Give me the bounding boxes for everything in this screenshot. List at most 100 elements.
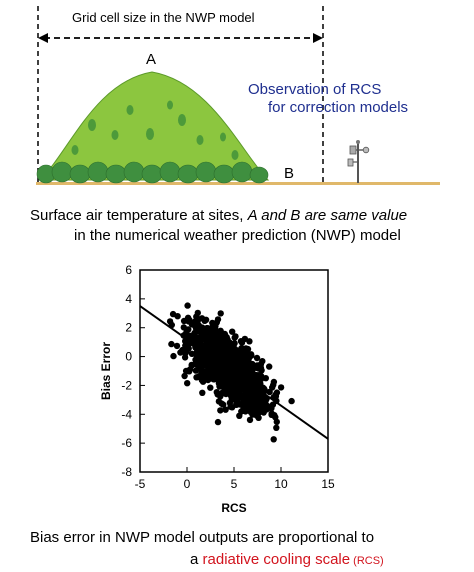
- scatter-point: [263, 405, 270, 412]
- scatter-point: [238, 339, 246, 346]
- scatter-point: [230, 385, 238, 393]
- scatter-point: [212, 345, 219, 352]
- scatter-point: [214, 418, 222, 426]
- scatter-point: [179, 346, 186, 354]
- scatter-point: [209, 323, 216, 331]
- mountain-trees: [71, 100, 239, 160]
- scatter-point: [184, 302, 191, 309]
- terrain-schematic: [36, 6, 440, 185]
- scatter-point: [262, 375, 269, 382]
- scatter-point: [182, 367, 190, 375]
- mountain: [38, 71, 270, 181]
- scatter-point: [215, 398, 223, 405]
- scatter-point: [270, 381, 277, 389]
- scatter-point: [217, 310, 224, 317]
- bias-error-scatter-chart: -5 0 5 10 15 -8 -6 -4 -2 0 2 4 6 RCS Bias Error: [100, 263, 335, 515]
- scatter-point: [207, 330, 214, 337]
- scatter-point: [246, 338, 253, 345]
- scatter-point: [217, 327, 224, 334]
- caption-2-line-2-prefix: a: [190, 551, 203, 568]
- scatter-point: [216, 383, 223, 390]
- caption-1-line-1: Surface air temperature at sites, A and …: [30, 206, 407, 226]
- scatter-point: [229, 328, 236, 335]
- scatter-point: [192, 367, 200, 374]
- scatter-point: [270, 436, 277, 443]
- site-b-label: B: [284, 165, 295, 182]
- x-tick-label: 10: [274, 477, 288, 491]
- scatter-point: [268, 411, 275, 418]
- caption-2-rcs-abbrev: (RCS): [350, 555, 384, 567]
- scatter-point: [222, 406, 229, 413]
- scatter-point: [266, 388, 273, 396]
- scatter-point: [203, 340, 210, 348]
- y-tick-label: 0: [125, 350, 132, 364]
- scatter-point: [221, 382, 228, 389]
- scatter-point: [221, 345, 228, 352]
- scatter-point: [181, 354, 189, 361]
- plot-layer: -5 0 5 10 15 -8 -6 -4 -2 0 2 4 6 RCS Bias Error: [100, 263, 335, 515]
- scatter-point: [277, 384, 285, 391]
- scatter-point: [214, 316, 222, 323]
- scatter-point: [219, 353, 227, 360]
- scatter-point: [236, 412, 243, 419]
- ground-line: [36, 182, 440, 185]
- arrowhead-right: [313, 33, 323, 43]
- scatter-point: [247, 362, 254, 369]
- scatter-point: [168, 340, 175, 348]
- forest-band: [36, 161, 269, 184]
- x-axis-label: RCS: [221, 501, 246, 515]
- scatter-point: [248, 397, 255, 405]
- scatter-point: [202, 353, 209, 360]
- grid-cell-size-label: Grid cell size in the NWP model: [72, 10, 255, 25]
- scatter-point: [266, 363, 273, 370]
- scatter-point: [213, 389, 220, 396]
- scatter-point: [247, 351, 255, 358]
- scatter-point: [222, 389, 229, 397]
- scatter-point: [269, 401, 277, 408]
- observation-label-line2: for correction models: [268, 99, 409, 116]
- scatter-point: [208, 337, 215, 345]
- scatter-point: [249, 402, 256, 410]
- scatter-point: [273, 418, 280, 426]
- caption-1-line-1-text: Surface air temperature at sites,: [30, 207, 248, 224]
- scatter-point: [241, 401, 248, 408]
- scatter-point: [180, 324, 187, 331]
- scatter-point: [204, 369, 211, 376]
- y-tick-label: -2: [121, 378, 132, 392]
- caption-2-line-1: Bias error in NWP model outputs are prop…: [30, 529, 375, 546]
- scatter-point: [218, 340, 226, 347]
- scatter-point: [198, 315, 206, 322]
- scatter-point: [273, 424, 280, 431]
- scatter-point: [229, 364, 236, 371]
- x-tick-label: 0: [184, 477, 191, 491]
- scatter-point: [233, 347, 241, 354]
- y-tick-label: -8: [121, 465, 132, 479]
- scatter-point: [198, 376, 206, 384]
- scatter-point: [242, 367, 249, 375]
- scatter-point: [191, 329, 198, 337]
- scatter-point: [188, 350, 196, 357]
- scatter-point: [246, 416, 254, 424]
- scatter-point: [236, 356, 243, 364]
- scatter-point: [253, 354, 261, 362]
- scatter-point: [199, 389, 206, 396]
- caption-1-line-2: in the numerical weather prediction (NWP…: [74, 227, 401, 244]
- x-tick-label: -5: [135, 477, 146, 491]
- scatter-point: [252, 374, 259, 382]
- scatter-point: [239, 350, 246, 358]
- x-tick-label: 5: [231, 477, 238, 491]
- arrowhead-left: [38, 33, 48, 43]
- y-tick-label: -4: [121, 407, 132, 421]
- y-tick-label: 6: [125, 263, 132, 277]
- scatter-point: [214, 340, 221, 347]
- scatter-point: [256, 362, 263, 369]
- scatter-point: [166, 318, 174, 325]
- observation-label-line1: Observation of RCS: [248, 81, 382, 98]
- scatter-point: [233, 401, 240, 408]
- caption-2-line-2: a radiative cooling scale (RCS): [190, 550, 384, 571]
- scatter-point: [184, 380, 191, 387]
- x-tick-label: 15: [321, 477, 335, 491]
- scatter-point: [184, 343, 191, 351]
- scatter-point: [288, 397, 295, 405]
- caption-2-rcs-term: radiative cooling scale: [202, 551, 351, 568]
